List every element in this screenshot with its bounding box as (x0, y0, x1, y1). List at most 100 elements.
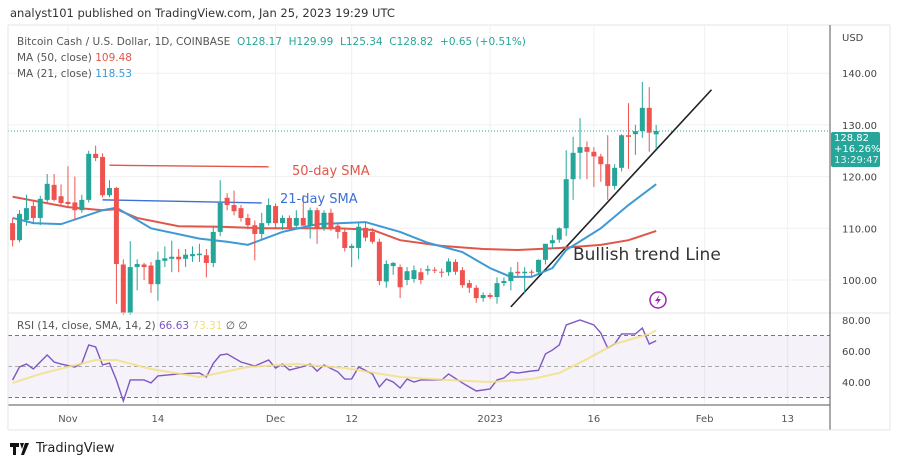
candle (23, 194, 29, 226)
candle-body (515, 271, 521, 274)
candle-body (466, 283, 472, 288)
candle-body (639, 107, 645, 132)
tradingview-logo-icon (10, 442, 29, 455)
candle (231, 190, 237, 216)
rsi-label[interactable]: RSI (14, close, SMA, 14, 2) (17, 320, 156, 332)
bar-countdown: 13:29:47 (834, 155, 879, 166)
candle-body (501, 281, 507, 284)
candle-body (439, 271, 445, 273)
candle-body (65, 201, 71, 205)
candle-body (529, 271, 535, 273)
candle (563, 150, 569, 237)
candle-body (162, 258, 168, 261)
candle (335, 223, 341, 239)
candle (100, 153, 106, 198)
rsi-line (11, 319, 657, 404)
candle (404, 267, 410, 286)
candle (397, 264, 403, 299)
time-tick-label: 12 (345, 414, 358, 425)
lightning-icon[interactable] (649, 291, 667, 309)
chart-legend: Bitcoin Cash / U.S. Dollar, 1D, COINBASE… (17, 34, 526, 82)
candle-body (619, 135, 625, 168)
low-value: L125.34 (339, 36, 383, 48)
candle (390, 261, 396, 275)
candle-body (369, 231, 375, 242)
candle (466, 280, 472, 293)
candle-body (605, 164, 611, 186)
candle-body (190, 254, 196, 257)
ma21-label[interactable]: MA (21, close) (17, 68, 92, 80)
last-price: 128.82 (834, 133, 869, 144)
candle-body (238, 208, 244, 218)
candle-body (404, 271, 410, 280)
candle (252, 220, 258, 261)
candle (72, 176, 78, 221)
candle-body (245, 217, 251, 226)
candle (542, 243, 548, 265)
candle (17, 210, 23, 243)
candle-body (480, 294, 486, 299)
candle (612, 164, 618, 190)
candle (183, 248, 189, 268)
candle-body (473, 287, 479, 299)
candle-body (120, 264, 126, 314)
candle-body (307, 210, 313, 226)
candle-body (141, 264, 147, 268)
annotation-line (102, 199, 262, 204)
candle-body (522, 271, 528, 274)
candle (162, 246, 168, 268)
candle-body (155, 259, 161, 285)
price-tick-label: 120.00 (842, 173, 877, 184)
candle (10, 217, 16, 247)
tradingview-logo[interactable]: TradingView (10, 441, 115, 456)
symbol-name[interactable]: Bitcoin Cash / U.S. Dollar, 1D, COINBASE (17, 36, 231, 48)
change-percent: +16.26% (834, 144, 881, 155)
candle-body (176, 256, 182, 260)
price-tick-label: 130.00 (842, 121, 877, 132)
rsi-tick-label: 60.00 (842, 347, 871, 358)
annotation-line (109, 164, 269, 168)
ma50-label[interactable]: MA (50, close) (17, 52, 92, 64)
candle (328, 208, 334, 231)
rsi-tick-label: 80.00 (842, 316, 871, 327)
candle (190, 246, 196, 262)
candle (266, 198, 272, 226)
candle (113, 186, 119, 304)
rsi-sma-line (12, 329, 657, 384)
candle-body (203, 255, 209, 263)
price-axis-ticks[interactable]: 100.00 110.00 120.00 130.00 140.00 40.00 60.00… (842, 69, 877, 389)
candle (300, 195, 306, 226)
time-tick-label: 13 (781, 414, 794, 425)
candle (203, 248, 209, 278)
candle (418, 268, 424, 285)
candle-body (625, 135, 631, 137)
candle (37, 195, 43, 226)
candle-body (279, 217, 285, 224)
candle-body (10, 223, 16, 241)
candle (120, 259, 126, 315)
annotation-label-trend-line: Bullish trend Line (573, 245, 721, 265)
candle (459, 267, 465, 288)
candles (10, 81, 659, 315)
symbol-row: Bitcoin Cash / U.S. Dollar, 1D, COINBASE… (17, 34, 526, 50)
candle (286, 215, 292, 231)
candle-body (37, 198, 43, 218)
candle (307, 207, 313, 239)
candle (148, 261, 154, 293)
candle (86, 150, 92, 203)
candle-body (51, 184, 57, 200)
logo-text: TradingView (36, 441, 115, 456)
rsi-legend: RSI (14, close, SMA, 14, 2) 66.63 73.31 … (17, 320, 247, 332)
candle (508, 267, 514, 291)
time-axis-ticks[interactable]: Nov 14 Dec 12 2023 16 Feb 13 (58, 414, 794, 425)
candle (653, 124, 659, 149)
candle (224, 193, 230, 211)
candle (446, 258, 452, 276)
candle-body (335, 225, 341, 232)
candle (363, 222, 369, 242)
open-value: O128.17 (236, 36, 282, 48)
rsi-value: 66.63 (159, 320, 190, 332)
candle-body (397, 267, 403, 288)
candle (169, 240, 175, 273)
